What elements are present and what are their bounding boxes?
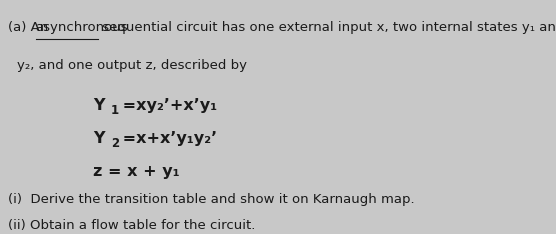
Text: 2: 2 [111, 137, 119, 150]
Text: (ii) Obtain a flow table for the circuit.: (ii) Obtain a flow table for the circuit… [8, 219, 255, 232]
Text: =xy₂’+x’y₁: =xy₂’+x’y₁ [117, 98, 217, 113]
Text: =x+x’y₁y₂’: =x+x’y₁y₂’ [117, 131, 217, 146]
Text: y₂, and one output z, described by: y₂, and one output z, described by [17, 58, 247, 72]
Text: z = x + y₁: z = x + y₁ [93, 164, 180, 179]
Text: sequential circuit has one external input x, two internal states y₁ and: sequential circuit has one external inpu… [98, 21, 556, 34]
Text: asynchronous: asynchronous [36, 21, 128, 34]
Text: Y: Y [93, 131, 105, 146]
Text: (i)  Derive the transition table and show it on Karnaugh map.: (i) Derive the transition table and show… [8, 193, 414, 206]
Text: (a) An: (a) An [8, 21, 52, 34]
Text: Y: Y [93, 98, 105, 113]
Text: 1: 1 [111, 104, 119, 117]
